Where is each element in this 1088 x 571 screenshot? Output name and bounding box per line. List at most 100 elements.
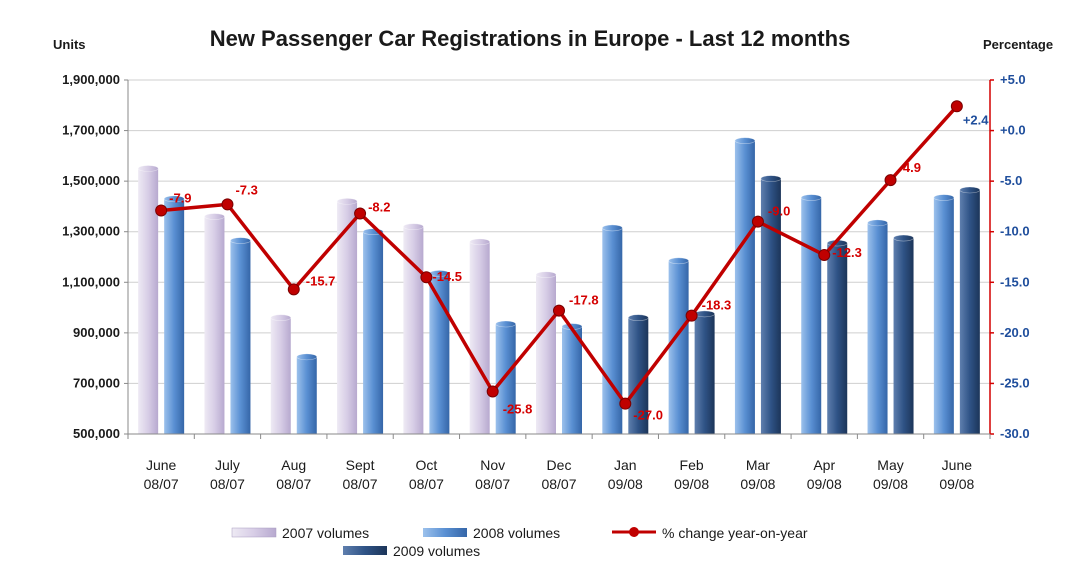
legend-line-marker	[629, 527, 639, 537]
percent-change-line: -7.9 -7.3 -15.7 -8.2 -14.5 -25.8 -17.8 -27.0 -18…	[155, 100, 989, 423]
x-tick-label: Apr	[813, 457, 835, 473]
x-tick-label: Feb	[680, 457, 704, 473]
bar-2008	[734, 140, 755, 434]
bar-2009	[760, 178, 781, 434]
y-axis-ticks: 1,900,000 1,700,000 1,500,000 1,300,000 1,10…	[62, 72, 128, 441]
bar-2007-top	[469, 238, 490, 246]
bar-2008-top	[602, 224, 623, 232]
bar-2009-top	[893, 234, 914, 242]
bar-2008-top	[933, 194, 955, 201]
percent-change-label: +2.4	[963, 112, 989, 127]
bar-series	[137, 137, 981, 434]
x-tick-label: Mar	[746, 457, 770, 473]
x-tick-label: May	[877, 457, 903, 473]
bar-2007	[469, 241, 490, 434]
bar-2007	[204, 216, 225, 434]
bar-2009	[959, 189, 980, 434]
bar-2008	[562, 326, 582, 434]
legend-swatch-2009	[343, 546, 387, 555]
bar-2008	[933, 197, 954, 434]
percent-change-label: -7.9	[169, 190, 191, 205]
percent-change-point	[486, 385, 499, 398]
x-tick-label: Aug	[281, 457, 306, 473]
x-tick-label: June	[146, 457, 177, 473]
x-tick-label: 09/08	[608, 476, 643, 492]
percent-change-point	[221, 198, 234, 211]
y2-tick-label: -5.0	[1000, 173, 1022, 188]
percent-change-label: -7.3	[235, 182, 257, 197]
bar-2007-top	[270, 314, 292, 321]
bar-2008	[296, 356, 317, 434]
y2-tick-label: -30.0	[1000, 426, 1030, 441]
bar-2008	[867, 222, 888, 434]
x-tick-label: 08/07	[144, 476, 179, 492]
axes	[127, 80, 991, 439]
y-tick-label: 1,100,000	[62, 274, 120, 289]
y-tick-label: 1,500,000	[62, 173, 120, 188]
x-tick-label: Jan	[614, 457, 637, 473]
x-tick-label: Nov	[480, 457, 505, 473]
legend-swatch-2008	[423, 528, 467, 537]
percent-change-label: -15.7	[306, 273, 336, 288]
y2-tick-label: -25.0	[1000, 375, 1030, 390]
bar-2008	[164, 198, 185, 434]
y-tick-label: 500,000	[73, 426, 120, 441]
percent-change-label: -12.3	[832, 245, 862, 260]
bar-2008-top	[800, 194, 822, 201]
x-tick-label: Oct	[415, 457, 437, 473]
legend-label-2008: 2008 volumes	[473, 525, 560, 541]
x-tick-label: 09/08	[873, 476, 908, 492]
percent-change-point	[950, 100, 963, 113]
x-tick-label: 08/07	[343, 476, 378, 492]
percent-change-label: -27.0	[633, 408, 663, 423]
bar-2009	[827, 243, 848, 434]
bar-2008	[495, 324, 516, 434]
bar-2007	[536, 274, 556, 434]
bar-2008-top	[163, 195, 185, 203]
percent-change-label: -14.5	[432, 269, 462, 284]
percent-change-label: -4.9	[899, 160, 921, 175]
percent-change-point	[553, 304, 565, 317]
legend-swatch-2007	[231, 527, 277, 538]
chart-title: New Passenger Car Registrations in Europ…	[210, 26, 851, 51]
x-tick-label: 08/07	[541, 476, 576, 492]
percent-change-label: -9.0	[768, 204, 790, 219]
y-tick-label: 1,300,000	[62, 224, 120, 239]
bar-2008-top	[668, 257, 689, 265]
percent-change-point	[818, 248, 831, 261]
y-tick-label: 900,000	[73, 325, 120, 340]
y2-tick-label: -20.0	[1000, 325, 1030, 340]
percent-change-point	[751, 215, 764, 228]
x-tick-label: Sept	[346, 457, 375, 473]
x-tick-label: 09/08	[674, 476, 709, 492]
y2-tick-label: +5.0	[1000, 72, 1026, 87]
bar-2008	[602, 227, 623, 434]
legend-label-2007: 2007 volumes	[282, 525, 369, 541]
bar-2009	[628, 317, 649, 434]
y-axis-title: Units	[53, 37, 86, 52]
bar-2009	[694, 313, 715, 434]
percent-change-label: -17.8	[569, 293, 599, 308]
x-tick-label: 09/08	[939, 476, 974, 492]
y-tick-label: 1,900,000	[62, 72, 120, 87]
percent-change-point	[287, 283, 300, 296]
bar-2007	[270, 317, 291, 434]
bar-2009-top	[628, 314, 649, 321]
bar-2007-top	[336, 198, 358, 205]
percent-change-label: -25.8	[503, 402, 533, 417]
bar-2007	[337, 201, 358, 434]
bar-2007-top	[204, 213, 225, 220]
bar-2008	[230, 240, 251, 434]
bar-2009-top	[760, 175, 782, 182]
bar-2008-top	[296, 353, 318, 361]
bar-2008	[363, 231, 384, 434]
x-tick-label: July	[215, 457, 240, 473]
x-tick-label: 08/07	[210, 476, 245, 492]
bar-2008-top	[867, 219, 888, 227]
bar-2008-top	[734, 137, 756, 144]
bar-2007-top	[535, 271, 557, 279]
bar-2008-top	[495, 320, 516, 328]
bar-2008-top	[230, 237, 251, 244]
legend: 2007 volumes 2008 volumes % change year-…	[231, 525, 808, 559]
